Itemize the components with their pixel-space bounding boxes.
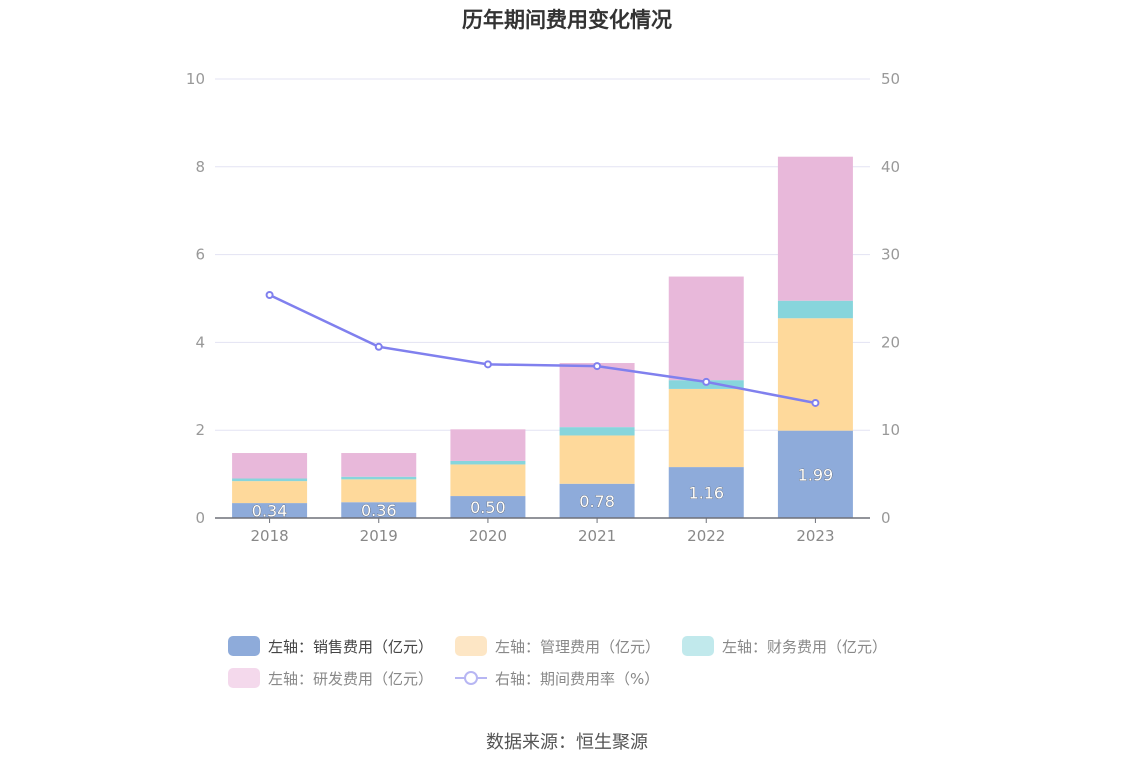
bar-segment bbox=[341, 476, 417, 480]
bar-segment bbox=[232, 453, 308, 479]
grid-lines bbox=[215, 78, 870, 431]
bar-segment bbox=[777, 300, 853, 319]
chart-plot: 0 0 2 10 4 20 6 30 8 40 10 50 2018 2019 2020 2021 2022 20… bbox=[186, 70, 900, 545]
legend-swatch-admin bbox=[455, 636, 488, 656]
rate-line-point bbox=[702, 377, 711, 386]
rate-line-path bbox=[269, 293, 816, 405]
y-right-tick-label: 50 bbox=[881, 70, 900, 88]
x-tick-label: 2018 bbox=[250, 527, 288, 545]
bar-data-label: 1.99 bbox=[798, 465, 834, 484]
bar-segment bbox=[559, 363, 635, 428]
bar-segment bbox=[668, 276, 744, 381]
y-right-tick-label: 20 bbox=[881, 333, 900, 351]
bar-segment bbox=[777, 430, 853, 518]
y-left-tick-label: 8 bbox=[195, 158, 205, 176]
x-tick-label: 2023 bbox=[796, 527, 834, 545]
y-left-tick-label: 4 bbox=[195, 333, 205, 351]
bar-segment bbox=[668, 467, 744, 518]
bar-segment bbox=[232, 503, 308, 518]
bar-segment bbox=[450, 460, 526, 465]
rate-line-point bbox=[811, 398, 820, 407]
bar-segment bbox=[341, 502, 417, 518]
bar-segment bbox=[450, 429, 526, 461]
legend-item-sales[interactable]: 左轴：销售费用（亿元） bbox=[228, 636, 433, 657]
bar-segment bbox=[232, 481, 308, 504]
y-right-tick-label: 40 bbox=[881, 158, 900, 176]
bar-segment bbox=[559, 483, 635, 518]
x-tick-label: 2022 bbox=[687, 527, 725, 545]
y-left-tick-label: 6 bbox=[195, 246, 205, 264]
legend-item-rate[interactable]: 右轴：期间费用率（%） bbox=[455, 668, 659, 689]
legend-label-finance: 左轴：财务费用（亿元） bbox=[722, 637, 888, 656]
legend-swatch-sales bbox=[228, 636, 260, 656]
bar-segment bbox=[341, 453, 417, 477]
y-left-tick-label: 2 bbox=[195, 421, 205, 439]
bar-segment bbox=[777, 318, 853, 431]
bar-data-label: 0.78 bbox=[579, 492, 615, 511]
rate-line-point bbox=[483, 360, 492, 369]
y-right-tick-label: 0 bbox=[881, 509, 891, 527]
y-left-tick-label: 10 bbox=[186, 70, 205, 88]
chart-title: 历年期间费用变化情况 bbox=[462, 8, 672, 32]
bar-segment bbox=[777, 156, 853, 301]
bar-segment bbox=[559, 435, 635, 484]
bar-data-label: 1.16 bbox=[688, 484, 724, 503]
y-right-tick-label: 30 bbox=[881, 246, 900, 264]
legend: 左轴：销售费用（亿元） 左轴：管理费用（亿元） 左轴：财务费用（亿元） 左轴：研… bbox=[228, 630, 928, 694]
legend-label-sales: 左轴：销售费用（亿元） bbox=[268, 637, 434, 656]
data-source: 数据来源：恒生聚源 bbox=[486, 732, 648, 753]
bar-segment bbox=[559, 427, 635, 436]
legend-line-icon bbox=[455, 668, 488, 688]
rate-line-point bbox=[593, 362, 602, 371]
legend-label-rate: 右轴：期间费用率（%） bbox=[495, 669, 660, 688]
bar-data-label: 0.34 bbox=[252, 502, 288, 521]
rate-line bbox=[265, 290, 820, 407]
rate-line-point bbox=[265, 290, 274, 299]
bar-segment bbox=[450, 496, 526, 518]
data-labels: 0.34 0.36 0.50 0.78 1.16 1.99 bbox=[251, 465, 834, 521]
rate-line-point bbox=[374, 342, 383, 351]
legend-label-rnd: 左轴：研发费用（亿元） bbox=[268, 669, 434, 688]
bar-segment bbox=[341, 479, 417, 503]
bar-segment bbox=[232, 478, 308, 482]
x-tick-label: 2020 bbox=[469, 527, 507, 545]
axes: 0 0 2 10 4 20 6 30 8 40 10 50 2018 2019 2020 2021 2022 20… bbox=[186, 70, 900, 545]
legend-swatch-finance bbox=[682, 636, 715, 656]
bar-segment bbox=[668, 388, 744, 468]
legend-item-admin[interactable]: 左轴：管理费用（亿元） bbox=[455, 636, 660, 657]
bar-segment bbox=[450, 464, 526, 497]
legend-swatch-rnd bbox=[228, 668, 260, 688]
bar-data-label: 0.36 bbox=[361, 501, 397, 520]
x-tick-label: 2019 bbox=[360, 527, 398, 545]
legend-item-rnd[interactable]: 左轴：研发费用（亿元） bbox=[228, 668, 433, 689]
y-left-tick-label: 0 bbox=[195, 509, 205, 527]
x-tick-label: 2021 bbox=[578, 527, 616, 545]
legend-item-finance[interactable]: 左轴：财务费用（亿元） bbox=[682, 636, 887, 657]
bars bbox=[232, 156, 853, 518]
bar-data-label: 0.50 bbox=[470, 498, 506, 517]
legend-label-admin: 左轴：管理费用（亿元） bbox=[495, 637, 661, 656]
y-right-tick-label: 10 bbox=[881, 421, 900, 439]
